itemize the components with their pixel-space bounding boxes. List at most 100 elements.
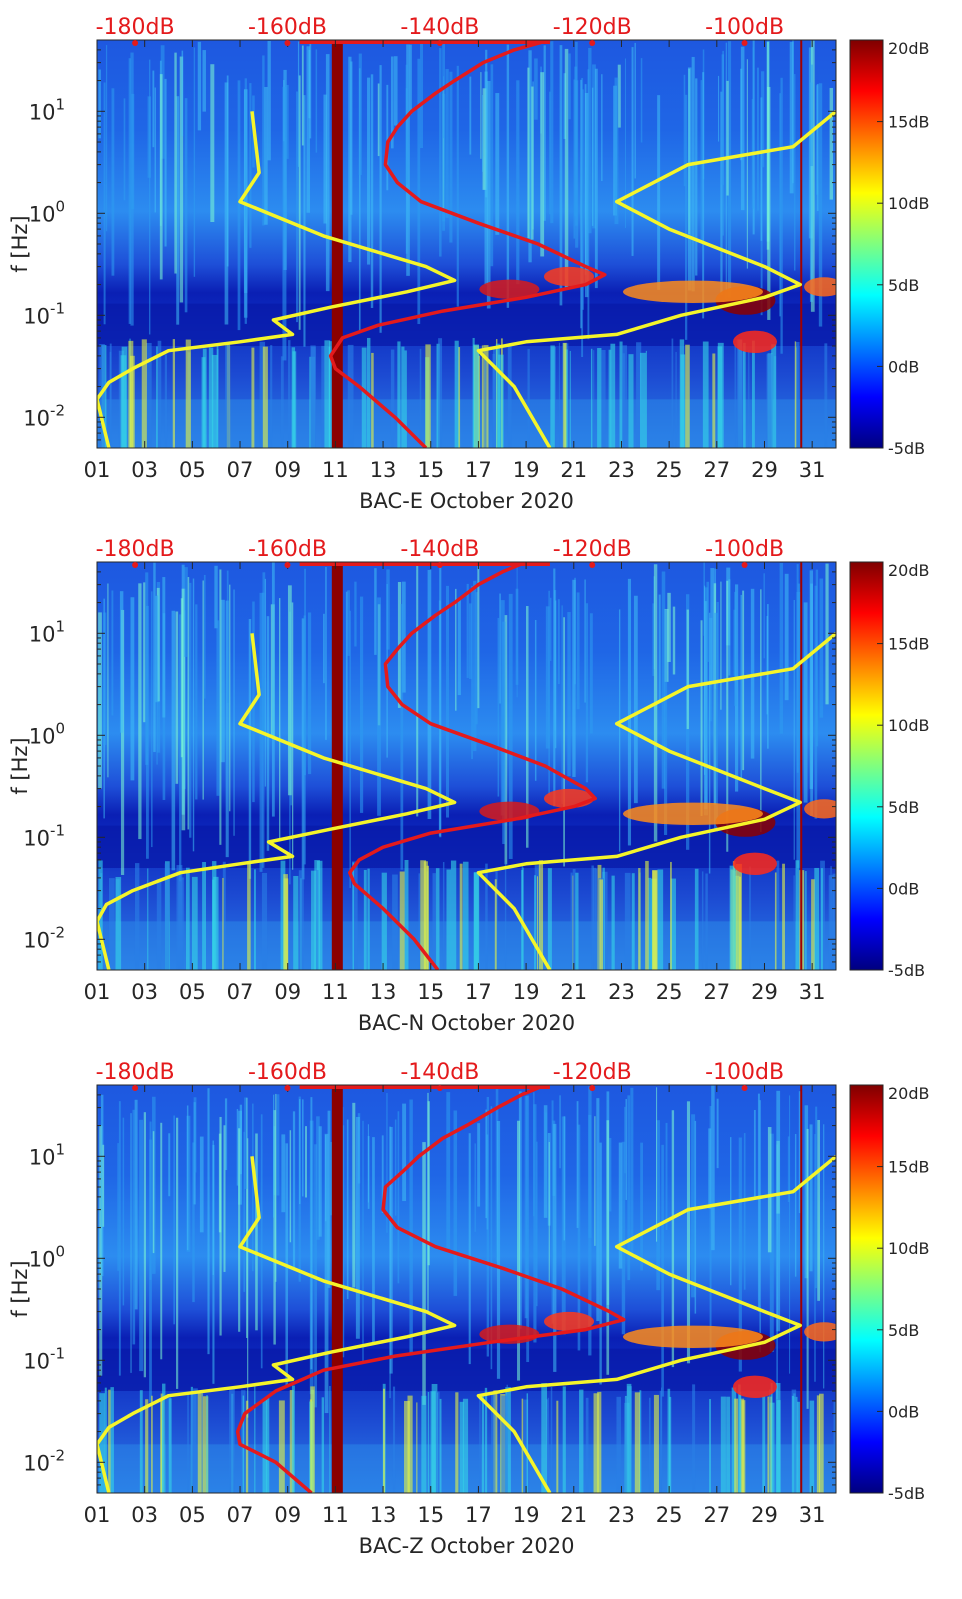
x-tick-label: 27: [703, 1503, 730, 1527]
y-tick-base: 10: [29, 1247, 56, 1271]
y-tick-exp: 0: [55, 719, 65, 737]
x-tick-label: 03: [131, 980, 158, 1004]
top-db-label: -120dB: [553, 537, 632, 562]
x-tick-label: 11: [322, 980, 349, 1004]
top-db-label: -140dB: [400, 15, 479, 40]
y-tick-exp: 0: [55, 1242, 65, 1260]
top-db-marker: [132, 562, 139, 568]
top-db-label: -120dB: [553, 15, 632, 40]
colorbar-frame: [849, 1084, 884, 1494]
plot-area: [97, 1085, 836, 1493]
y-tick-base: 10: [23, 826, 50, 850]
top-db-label: -160dB: [248, 1060, 327, 1085]
x-tick-label: 01: [84, 1503, 111, 1527]
colorbar-label: 0dB: [888, 879, 919, 898]
top-db-label: -180dB: [96, 1060, 175, 1085]
x-tick-label: 13: [370, 1503, 397, 1527]
y-tick-label: 10-2: [23, 923, 65, 952]
top-db-label: -120dB: [553, 1060, 632, 1085]
top-db-marker: [436, 562, 443, 568]
x-axis-label: BAC-Z October 2020: [359, 1534, 575, 1558]
dark-band: [97, 303, 836, 346]
yellow-curve-left: [97, 633, 457, 970]
top-db-label: -100dB: [705, 537, 784, 562]
y-tick-base: 10: [29, 724, 56, 748]
colorbar-label: 15dB: [888, 635, 930, 654]
colorbar-label: 20dB: [888, 561, 930, 580]
top-db-marker: [284, 40, 291, 46]
x-tick-label: 13: [370, 980, 397, 1004]
top-db-label: -180dB: [96, 537, 175, 562]
red-curve: [328, 40, 607, 448]
x-tick-label: 19: [513, 458, 540, 482]
y-tick-exp: -2: [50, 1446, 65, 1464]
x-tick-label: 01: [84, 980, 111, 1004]
x-tick-label: 07: [227, 458, 254, 482]
x-tick-label: 11: [322, 1503, 349, 1527]
x-tick-label: 09: [274, 980, 301, 1004]
top-db-marker: [589, 562, 596, 568]
top-db-marker: [132, 1085, 139, 1091]
y-tick-label: 101: [29, 1140, 65, 1169]
x-tick-label: 15: [417, 1503, 444, 1527]
top-db-label: -100dB: [705, 15, 784, 40]
yellow-curve-left: [97, 1156, 457, 1493]
x-axis-label: BAC-E October 2020: [359, 489, 574, 513]
vertical-line: [800, 562, 803, 970]
yellow-curve-right: [476, 631, 836, 970]
plot-area: [97, 40, 836, 448]
x-tick-label: 21: [560, 1503, 587, 1527]
x-tick-label: 05: [179, 980, 206, 1004]
low-band: [97, 399, 836, 448]
y-tick-exp: -1: [50, 1344, 65, 1362]
x-tick-label: 29: [751, 1503, 778, 1527]
x-tick-label: 21: [560, 458, 587, 482]
x-tick-label: 01: [84, 458, 111, 482]
vertical-band: [331, 562, 343, 970]
y-tick-base: 10: [23, 928, 50, 952]
colorbar: 20dB 15dB 10dB 5dB 0dB -5dB: [849, 561, 930, 980]
colorbar: 20dB 15dB 10dB 5dB 0dB -5dB: [849, 39, 930, 458]
colorbar: 20dB 15dB 10dB 5dB 0dB -5dB: [849, 1084, 930, 1503]
y-tick-exp: -1: [50, 821, 65, 839]
y-tick-base: 10: [29, 100, 56, 124]
y-tick-exp: 1: [55, 617, 65, 635]
x-tick-label: 21: [560, 980, 587, 1004]
y-axis-label: f [Hz]: [8, 215, 32, 272]
top-db-marker: [436, 40, 443, 46]
y-tick-base: 10: [29, 622, 56, 646]
x-tick-label: 23: [608, 980, 635, 1004]
x-tick-label: 09: [274, 1503, 301, 1527]
y-tick-base: 10: [23, 1349, 50, 1373]
dark-band: [97, 1348, 836, 1391]
y-axis-label: f [Hz]: [8, 737, 32, 794]
x-tick-label: 31: [799, 458, 826, 482]
x-tick-label: 09: [274, 458, 301, 482]
x-tick-label: 05: [179, 458, 206, 482]
colorbar-frame: [849, 561, 884, 971]
y-tick-exp: 0: [55, 197, 65, 215]
yellow-curve-right: [476, 109, 836, 448]
colorbar-label: -5dB: [888, 439, 925, 458]
colorbar-label: 15dB: [888, 1158, 930, 1177]
x-tick-label: 29: [751, 458, 778, 482]
top-db-label: -140dB: [400, 1060, 479, 1085]
top-db-marker: [284, 562, 291, 568]
vertical-band: [331, 40, 343, 448]
colorbar-label: 20dB: [888, 1084, 930, 1103]
y-axis-label: f [Hz]: [8, 1260, 32, 1317]
x-tick-label: 03: [131, 458, 158, 482]
top-db-marker: [132, 40, 139, 46]
x-tick-label: 07: [227, 1503, 254, 1527]
colorbar-gradient: [850, 40, 883, 448]
yellow-curve-right: [476, 1154, 836, 1493]
microseism-patches: [479, 1311, 836, 1398]
colorbar-label: 5dB: [888, 276, 919, 295]
x-tick-label: 15: [417, 458, 444, 482]
x-tick-label: 31: [799, 980, 826, 1004]
x-tick-label: 23: [608, 1503, 635, 1527]
colorbar-label: -5dB: [888, 961, 925, 980]
